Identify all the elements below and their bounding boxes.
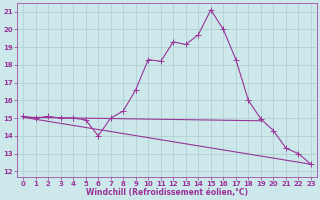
X-axis label: Windchill (Refroidissement éolien,°C): Windchill (Refroidissement éolien,°C)	[86, 188, 248, 197]
